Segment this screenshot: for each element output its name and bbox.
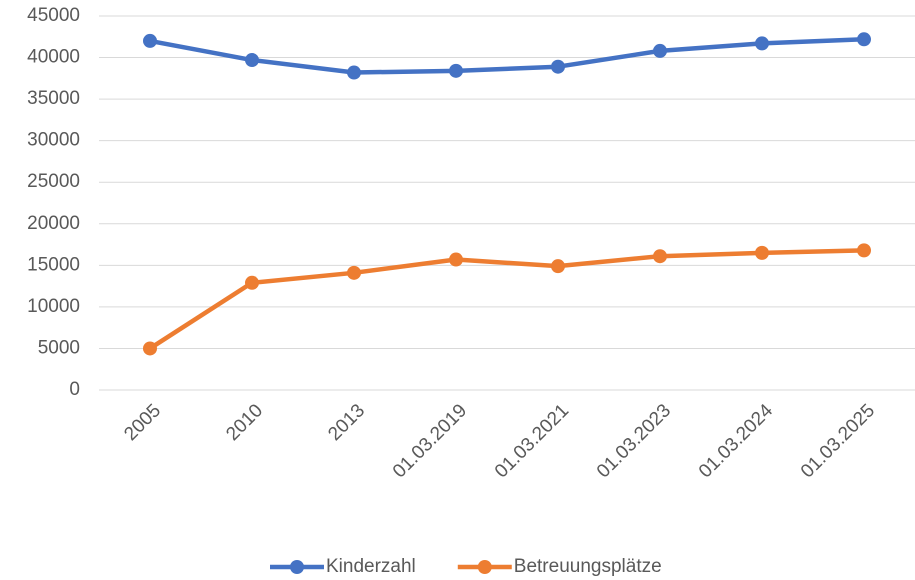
data-point bbox=[245, 53, 259, 68]
x-tick-label: 2005 bbox=[120, 400, 165, 445]
data-point bbox=[653, 249, 667, 264]
data-point bbox=[857, 243, 871, 258]
data-point bbox=[755, 36, 769, 51]
y-tick-label: 0 bbox=[69, 379, 80, 400]
y-tick-label: 45000 bbox=[27, 5, 80, 26]
x-tick-label: 01.03.2024 bbox=[695, 400, 777, 482]
x-tick-label: 2010 bbox=[222, 400, 267, 445]
legend-label: Kinderzahl bbox=[326, 556, 416, 577]
y-tick-label: 20000 bbox=[27, 213, 80, 234]
x-tick-label: 2013 bbox=[324, 400, 369, 445]
x-tick-label: 01.03.2021 bbox=[491, 400, 573, 482]
data-point bbox=[245, 275, 259, 290]
y-tick-label: 10000 bbox=[27, 296, 80, 317]
series-line bbox=[148, 248, 865, 351]
data-point bbox=[347, 65, 361, 80]
y-tick-label: 40000 bbox=[27, 47, 80, 68]
data-point bbox=[755, 245, 769, 260]
legend-label: Betreuungsplätze bbox=[514, 556, 662, 577]
data-point bbox=[857, 32, 871, 47]
x-tick-label: 01.03.2019 bbox=[389, 400, 471, 482]
data-point bbox=[347, 265, 361, 280]
x-tick-label: 01.03.2025 bbox=[797, 400, 879, 482]
data-point bbox=[449, 63, 463, 78]
data-point bbox=[143, 33, 157, 48]
data-point bbox=[449, 252, 463, 267]
data-point bbox=[551, 59, 565, 74]
y-tick-label: 15000 bbox=[27, 254, 80, 275]
data-point bbox=[551, 259, 565, 274]
data-point bbox=[653, 43, 667, 58]
y-tick-label: 5000 bbox=[38, 337, 80, 358]
y-tick-label: 25000 bbox=[27, 171, 80, 192]
legend-marker bbox=[290, 560, 304, 574]
y-tick-label: 35000 bbox=[27, 88, 80, 109]
legend-marker bbox=[477, 560, 492, 574]
x-tick-label: 01.03.2023 bbox=[593, 400, 675, 482]
data-point bbox=[143, 341, 157, 356]
y-tick-label: 30000 bbox=[27, 130, 80, 151]
series-line bbox=[149, 37, 865, 75]
